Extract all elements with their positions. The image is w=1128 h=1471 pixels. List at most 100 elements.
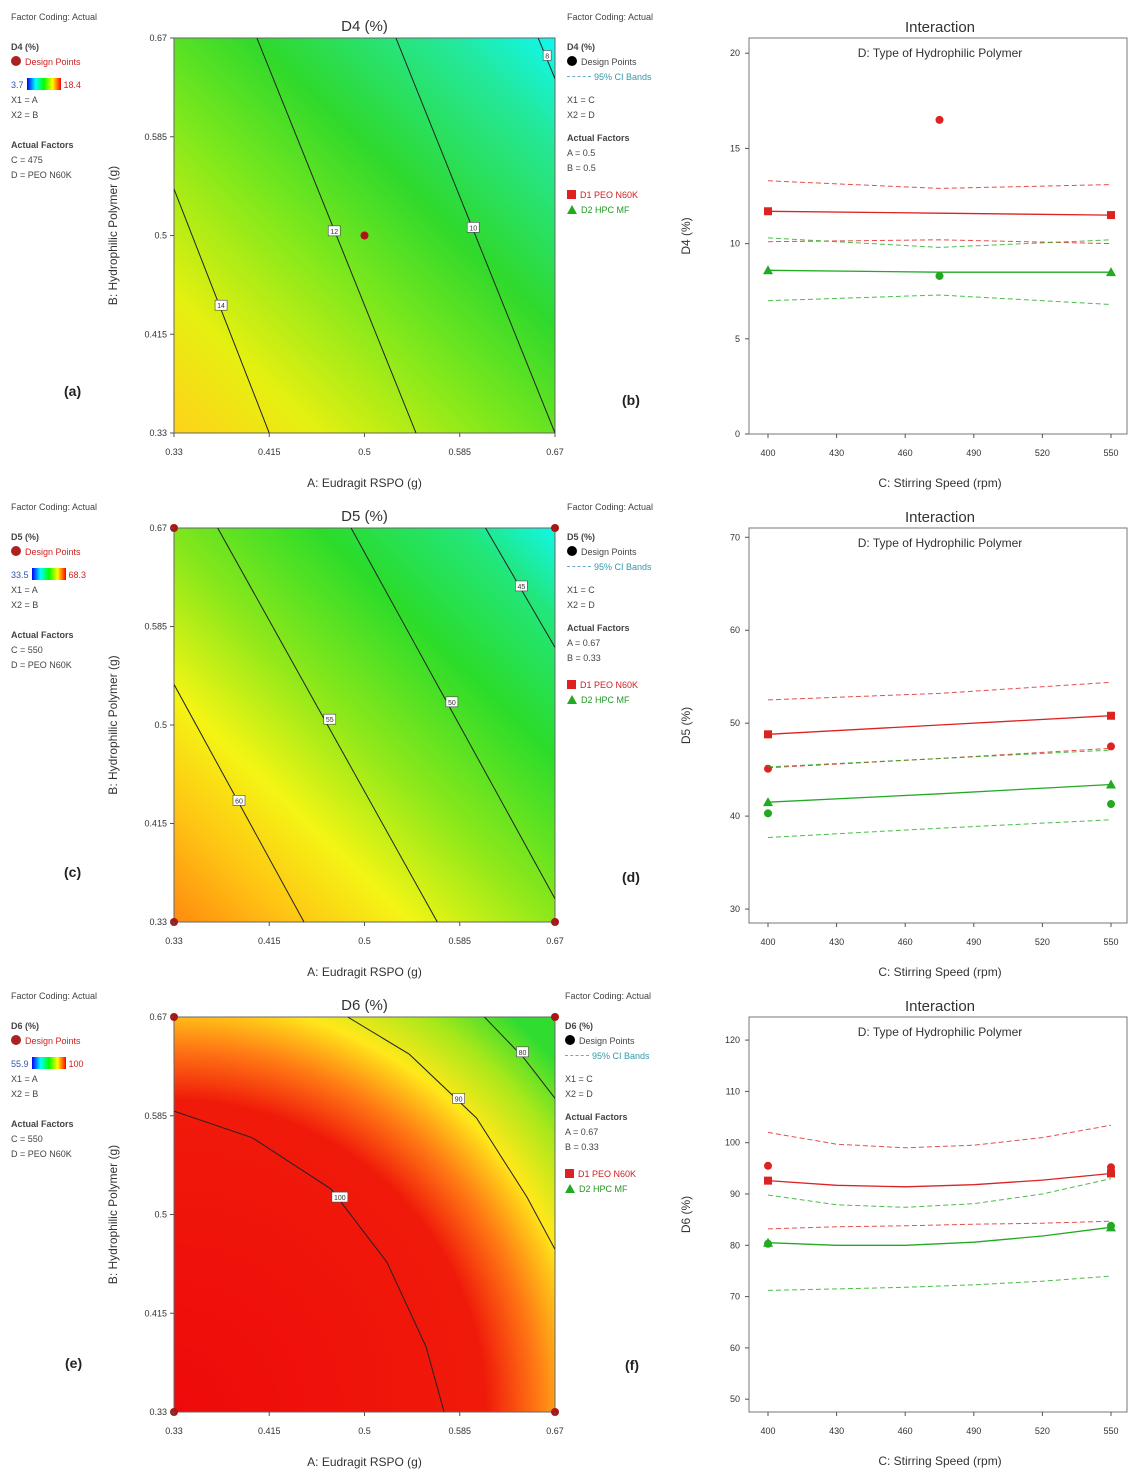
d1-label: D1 PEO N60K bbox=[578, 1169, 637, 1179]
design-point bbox=[1107, 742, 1115, 751]
colorbar bbox=[31, 1057, 66, 1069]
contour-label-box bbox=[331, 1191, 349, 1203]
design-point bbox=[1107, 1163, 1115, 1172]
contour-title: D4 (%) bbox=[341, 18, 388, 35]
x1-label: X1 = C bbox=[565, 1074, 593, 1084]
x-tick-label: 490 bbox=[966, 448, 981, 458]
ci-band-lower bbox=[767, 294, 1112, 305]
x1-label: X1 = A bbox=[11, 1074, 38, 1084]
y-tick-label: 15 bbox=[730, 143, 740, 153]
legend-right-d: Factor Coding: Actual D5 (%) Design Poin… bbox=[567, 500, 653, 708]
colorbar-min: 3.7 bbox=[11, 80, 24, 90]
series-line bbox=[767, 1172, 1112, 1188]
contour-label: 14 bbox=[217, 303, 225, 310]
y-tick-label: 0.585 bbox=[144, 1111, 167, 1121]
ci-band-upper bbox=[767, 180, 1112, 189]
series-line bbox=[767, 1226, 1112, 1246]
factor-1: A = 0.67 bbox=[567, 638, 601, 648]
x2-label: X2 = B bbox=[11, 110, 39, 120]
x-tick-label: 0.67 bbox=[546, 1426, 564, 1436]
design-point bbox=[764, 809, 772, 818]
x-tick-label: 0.67 bbox=[546, 447, 564, 457]
colorbar bbox=[31, 568, 66, 580]
actual-factors-label: Actual Factors bbox=[567, 623, 630, 633]
y-tick-label: 110 bbox=[726, 1086, 740, 1096]
contour-plot-area bbox=[173, 1016, 556, 1413]
x-tick-label: 0.585 bbox=[448, 447, 471, 457]
factor-1: A = 0.5 bbox=[567, 148, 596, 158]
design-points-label: Design Points bbox=[25, 1036, 81, 1046]
legend-left-a: Factor Coding: Actual D4 (%) Design Poin… bbox=[11, 10, 97, 183]
response-label: D5 (%) bbox=[567, 532, 596, 542]
factor-coding-label: Factor Coding: Actual bbox=[11, 991, 98, 1001]
x1-label: X1 = A bbox=[11, 585, 38, 595]
design-point-icon bbox=[11, 1035, 21, 1045]
square-marker-icon bbox=[565, 1169, 574, 1178]
design-points-label: Design Points bbox=[579, 1036, 635, 1046]
y-tick-label: 0.585 bbox=[144, 132, 167, 142]
contour-label: 45 bbox=[517, 584, 525, 591]
factor-2: B = 0.5 bbox=[567, 163, 596, 173]
contour-label: 100 bbox=[334, 1195, 346, 1202]
ci-dash-icon bbox=[567, 76, 591, 77]
y-tick-label: 10 bbox=[730, 239, 740, 249]
square-marker bbox=[764, 207, 772, 216]
design-point bbox=[1107, 800, 1115, 809]
contour-title: D6 (%) bbox=[341, 997, 388, 1014]
response-label: D6 (%) bbox=[11, 1021, 40, 1031]
response-label: D4 (%) bbox=[567, 42, 596, 52]
factor-1: C = 550 bbox=[11, 1134, 43, 1144]
x-tick-label: 0.415 bbox=[258, 1426, 281, 1436]
y-tick-label: 0.585 bbox=[144, 622, 167, 632]
d1-label: D1 PEO N60K bbox=[580, 190, 639, 200]
triangle-marker-icon bbox=[567, 695, 577, 704]
response-label: D4 (%) bbox=[11, 42, 40, 52]
panel-label-f: (f) bbox=[625, 1357, 639, 1373]
interaction-title: Interaction bbox=[905, 509, 975, 526]
x-axis-label: A: Eudragit RSPO (g) bbox=[307, 1455, 422, 1469]
panel-label-b: (b) bbox=[622, 392, 640, 408]
contour-label-box bbox=[214, 299, 228, 311]
y-tick-label: 0.415 bbox=[144, 1308, 167, 1318]
design-point bbox=[360, 231, 369, 240]
triangle-marker-icon bbox=[567, 205, 577, 214]
design-point bbox=[764, 1161, 772, 1170]
actual-factors-label: Actual Factors bbox=[11, 1119, 74, 1129]
x-axis-label: C: Stirring Speed (rpm) bbox=[878, 965, 1001, 979]
y-tick-label: 0.5 bbox=[154, 720, 167, 730]
y-axis-label: B: Hydrophilic Polymer (g) bbox=[106, 1145, 120, 1284]
panel-label-a: (a) bbox=[64, 383, 82, 399]
design-points-label: Design Points bbox=[581, 547, 637, 557]
design-point bbox=[935, 271, 944, 280]
x-tick-label: 0.5 bbox=[358, 1426, 371, 1436]
ci-bands-label: 95% CI Bands bbox=[594, 72, 652, 82]
y-tick-label: 0.67 bbox=[149, 33, 167, 43]
design-point bbox=[764, 1239, 772, 1248]
legend-right-b: Factor Coding: Actual D4 (%) Design Poin… bbox=[567, 10, 653, 218]
y-tick-label: 30 bbox=[730, 904, 740, 914]
x-axis-label: A: Eudragit RSPO (g) bbox=[307, 965, 422, 979]
y-tick-label: 0.33 bbox=[149, 917, 167, 927]
x1-label: X1 = C bbox=[567, 585, 595, 595]
x-tick-label: 460 bbox=[898, 1426, 913, 1436]
design-point-icon bbox=[11, 56, 21, 66]
ci-band-upper bbox=[767, 1178, 1112, 1208]
ci-dash-icon bbox=[565, 1055, 589, 1056]
factor-2: D = PEO N60K bbox=[11, 170, 72, 180]
panel-label-e: (e) bbox=[65, 1355, 83, 1371]
factor-2: B = 0.33 bbox=[565, 1142, 599, 1152]
interaction-plot-area bbox=[748, 1016, 1128, 1413]
x-tick-label: 550 bbox=[1103, 937, 1118, 947]
x-tick-label: 550 bbox=[1103, 1426, 1118, 1436]
ci-bands-label: 95% CI Bands bbox=[594, 562, 652, 572]
factor-2: D = PEO N60K bbox=[11, 660, 72, 670]
triangle-marker bbox=[763, 265, 773, 275]
interaction-subtitle: D: Type of Hydrophilic Polymer bbox=[858, 536, 1023, 550]
x-tick-label: 430 bbox=[829, 448, 844, 458]
actual-factors-label: Actual Factors bbox=[565, 1112, 628, 1122]
triangle-marker bbox=[1106, 779, 1116, 789]
y-tick-label: 80 bbox=[730, 1240, 740, 1250]
x-tick-label: 0.585 bbox=[448, 936, 471, 946]
x-tick-label: 430 bbox=[829, 1426, 844, 1436]
